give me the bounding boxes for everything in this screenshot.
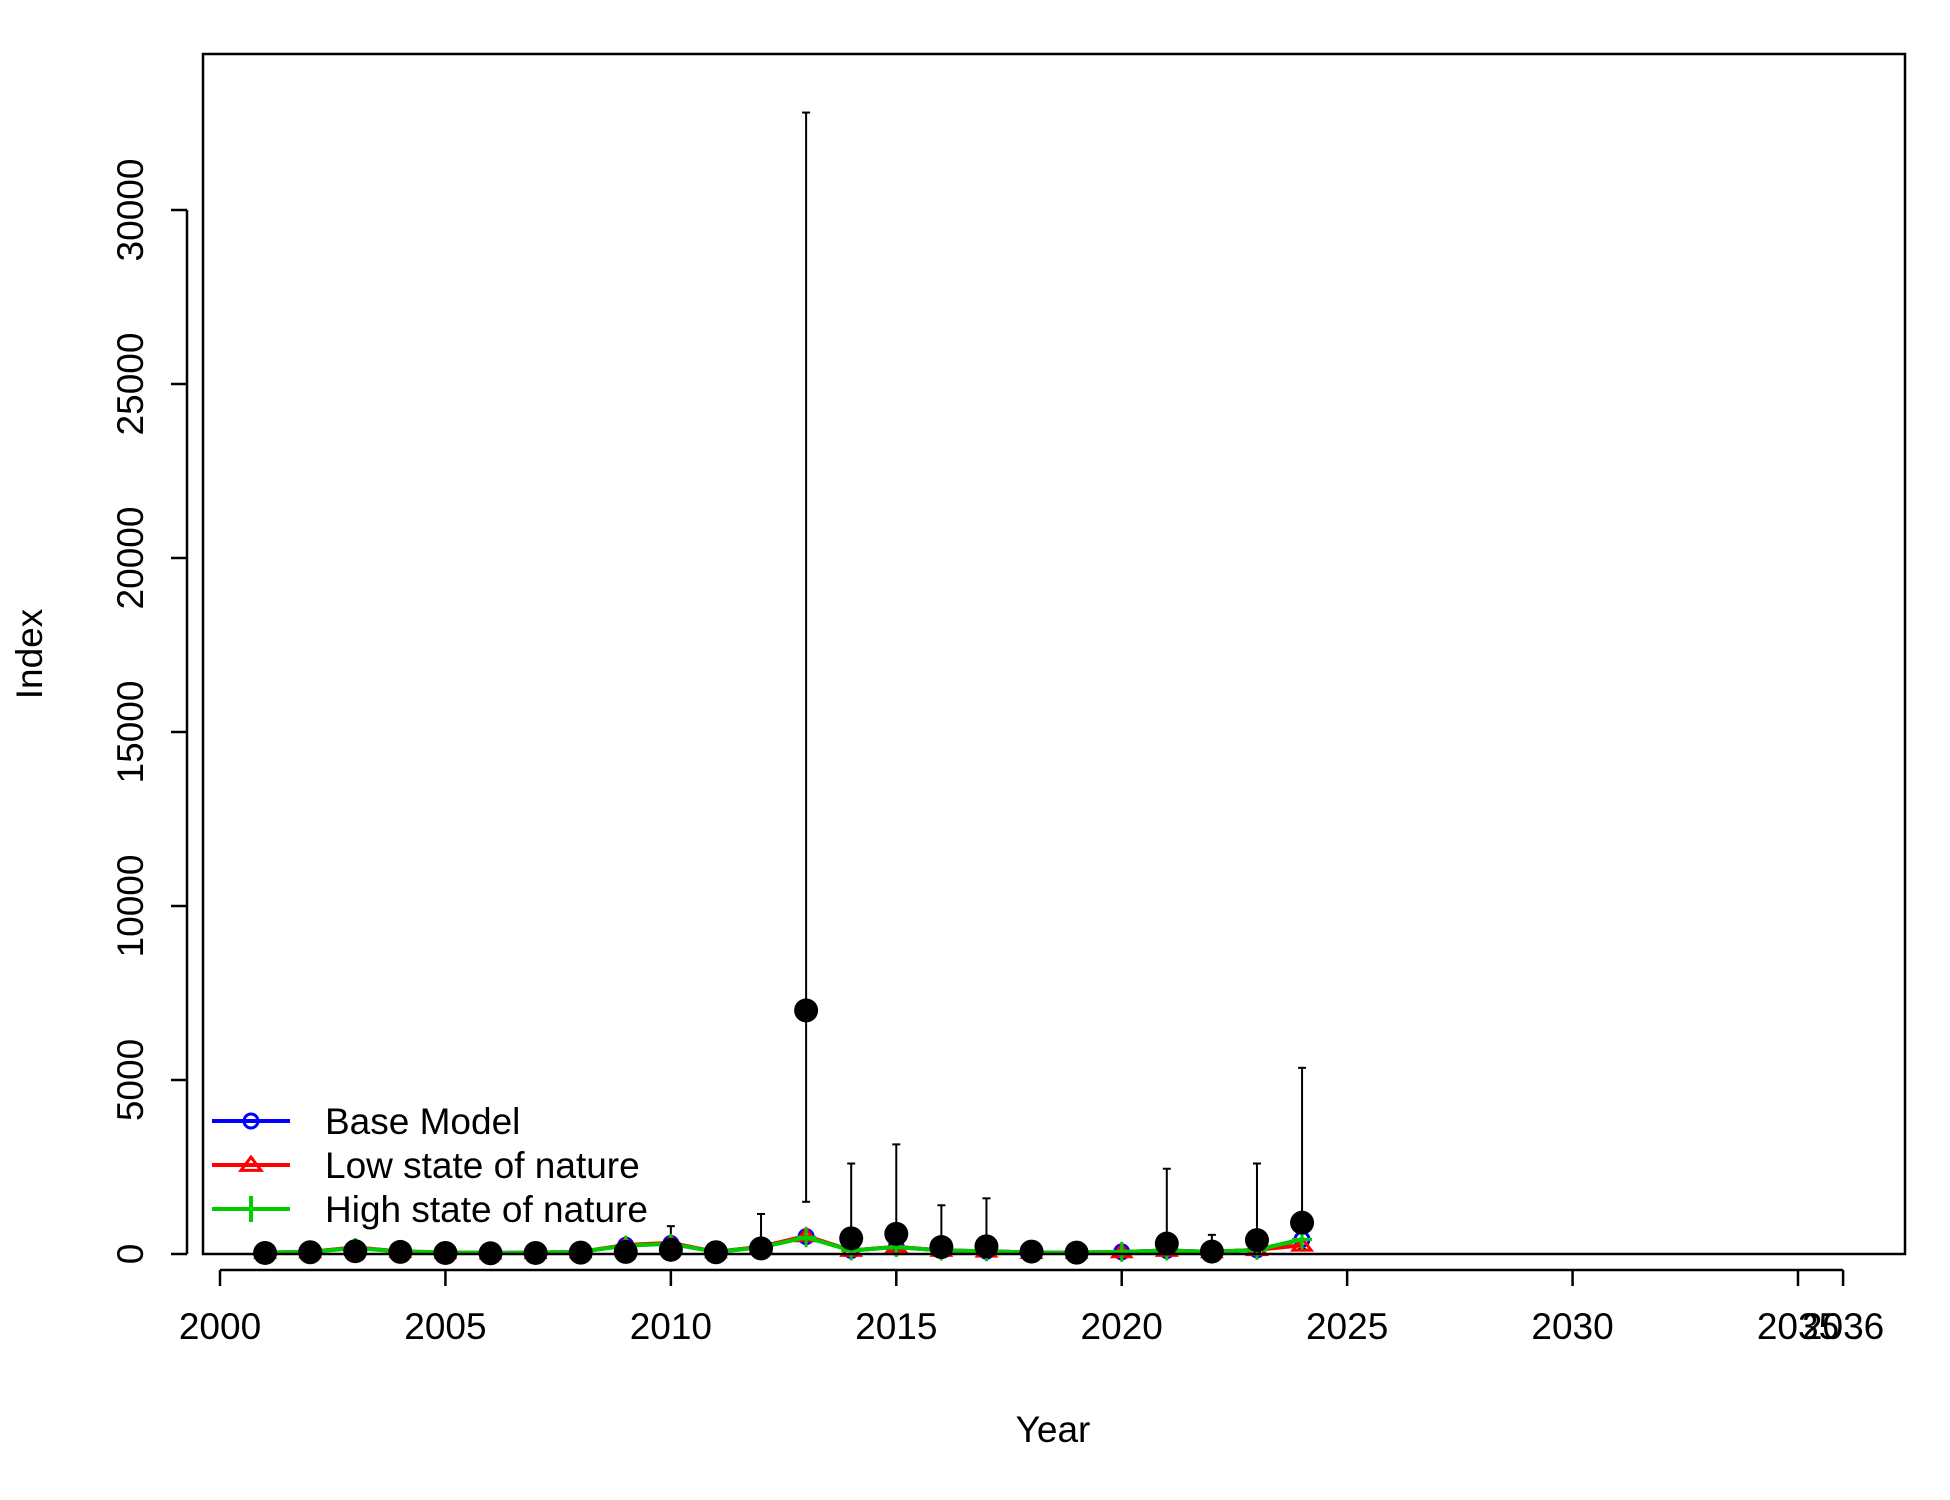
x-tick-label-2035: 2035	[1757, 1306, 1839, 1347]
x-tick-label-2020: 2020	[1081, 1306, 1163, 1347]
x-tick-label-2010: 2010	[630, 1306, 712, 1347]
observed-point-2008	[568, 1240, 593, 1265]
observed-point-2024	[1290, 1210, 1315, 1235]
plot-layer	[253, 111, 1315, 1266]
plot-frame	[201, 52, 1907, 1256]
legend-label-1: Low state of nature	[325, 1145, 640, 1186]
y-tick-label-15000: 15000	[110, 681, 151, 784]
observed-point-2019	[1064, 1240, 1089, 1265]
observed-point-2015	[884, 1221, 909, 1246]
y-tick-label-25000: 25000	[110, 333, 151, 436]
observed-point-2012	[749, 1236, 774, 1261]
y-tick-label-30000: 30000	[110, 159, 151, 262]
legend-marker-0	[242, 1112, 260, 1130]
observed-point-2003	[343, 1239, 368, 1264]
observed-point-2022	[1199, 1239, 1224, 1264]
observed-point-2009	[613, 1239, 638, 1264]
observed-point-2002	[298, 1240, 323, 1265]
y-tick-label-10000: 10000	[110, 855, 151, 958]
x-tick-label-2000: 2000	[179, 1306, 261, 1347]
x-tick-label-2025: 2025	[1306, 1306, 1388, 1347]
x-tick-label-2005: 2005	[404, 1306, 486, 1347]
series-2-point-2020	[1111, 1241, 1132, 1262]
legend-marker-1	[237, 1154, 265, 1172]
observed-point-2014	[839, 1226, 864, 1251]
legend-label-2: High state of nature	[325, 1189, 648, 1230]
observed-point-2017	[974, 1234, 999, 1259]
y-tick-label-20000: 20000	[110, 507, 151, 610]
observed-point-2021	[1154, 1231, 1179, 1256]
y-tick-label-5000: 5000	[110, 1039, 151, 1121]
y-tick-label-0: 0	[110, 1244, 151, 1265]
observed-point-2010	[658, 1237, 683, 1262]
observed-point-2023	[1244, 1228, 1269, 1253]
x-tick-label-2030: 2030	[1531, 1306, 1613, 1347]
observed-point-2016	[929, 1235, 954, 1260]
observed-point-2004	[388, 1239, 413, 1264]
x-tick-label-2036: 2036	[1802, 1306, 1884, 1347]
series-1-point-2024	[1290, 1235, 1315, 1252]
x-axis-title: Year	[1016, 1409, 1091, 1450]
x-tick-label-2015: 2015	[855, 1306, 937, 1347]
legend-label-0: Base Model	[325, 1101, 520, 1142]
observed-point-2018	[1019, 1239, 1044, 1264]
y-axis-title: Index	[9, 608, 50, 699]
observed-point-2011	[703, 1240, 728, 1265]
series-2-point-2013	[796, 1227, 817, 1248]
legend-marker-2	[238, 1196, 264, 1222]
observed-point-2013	[794, 998, 819, 1023]
